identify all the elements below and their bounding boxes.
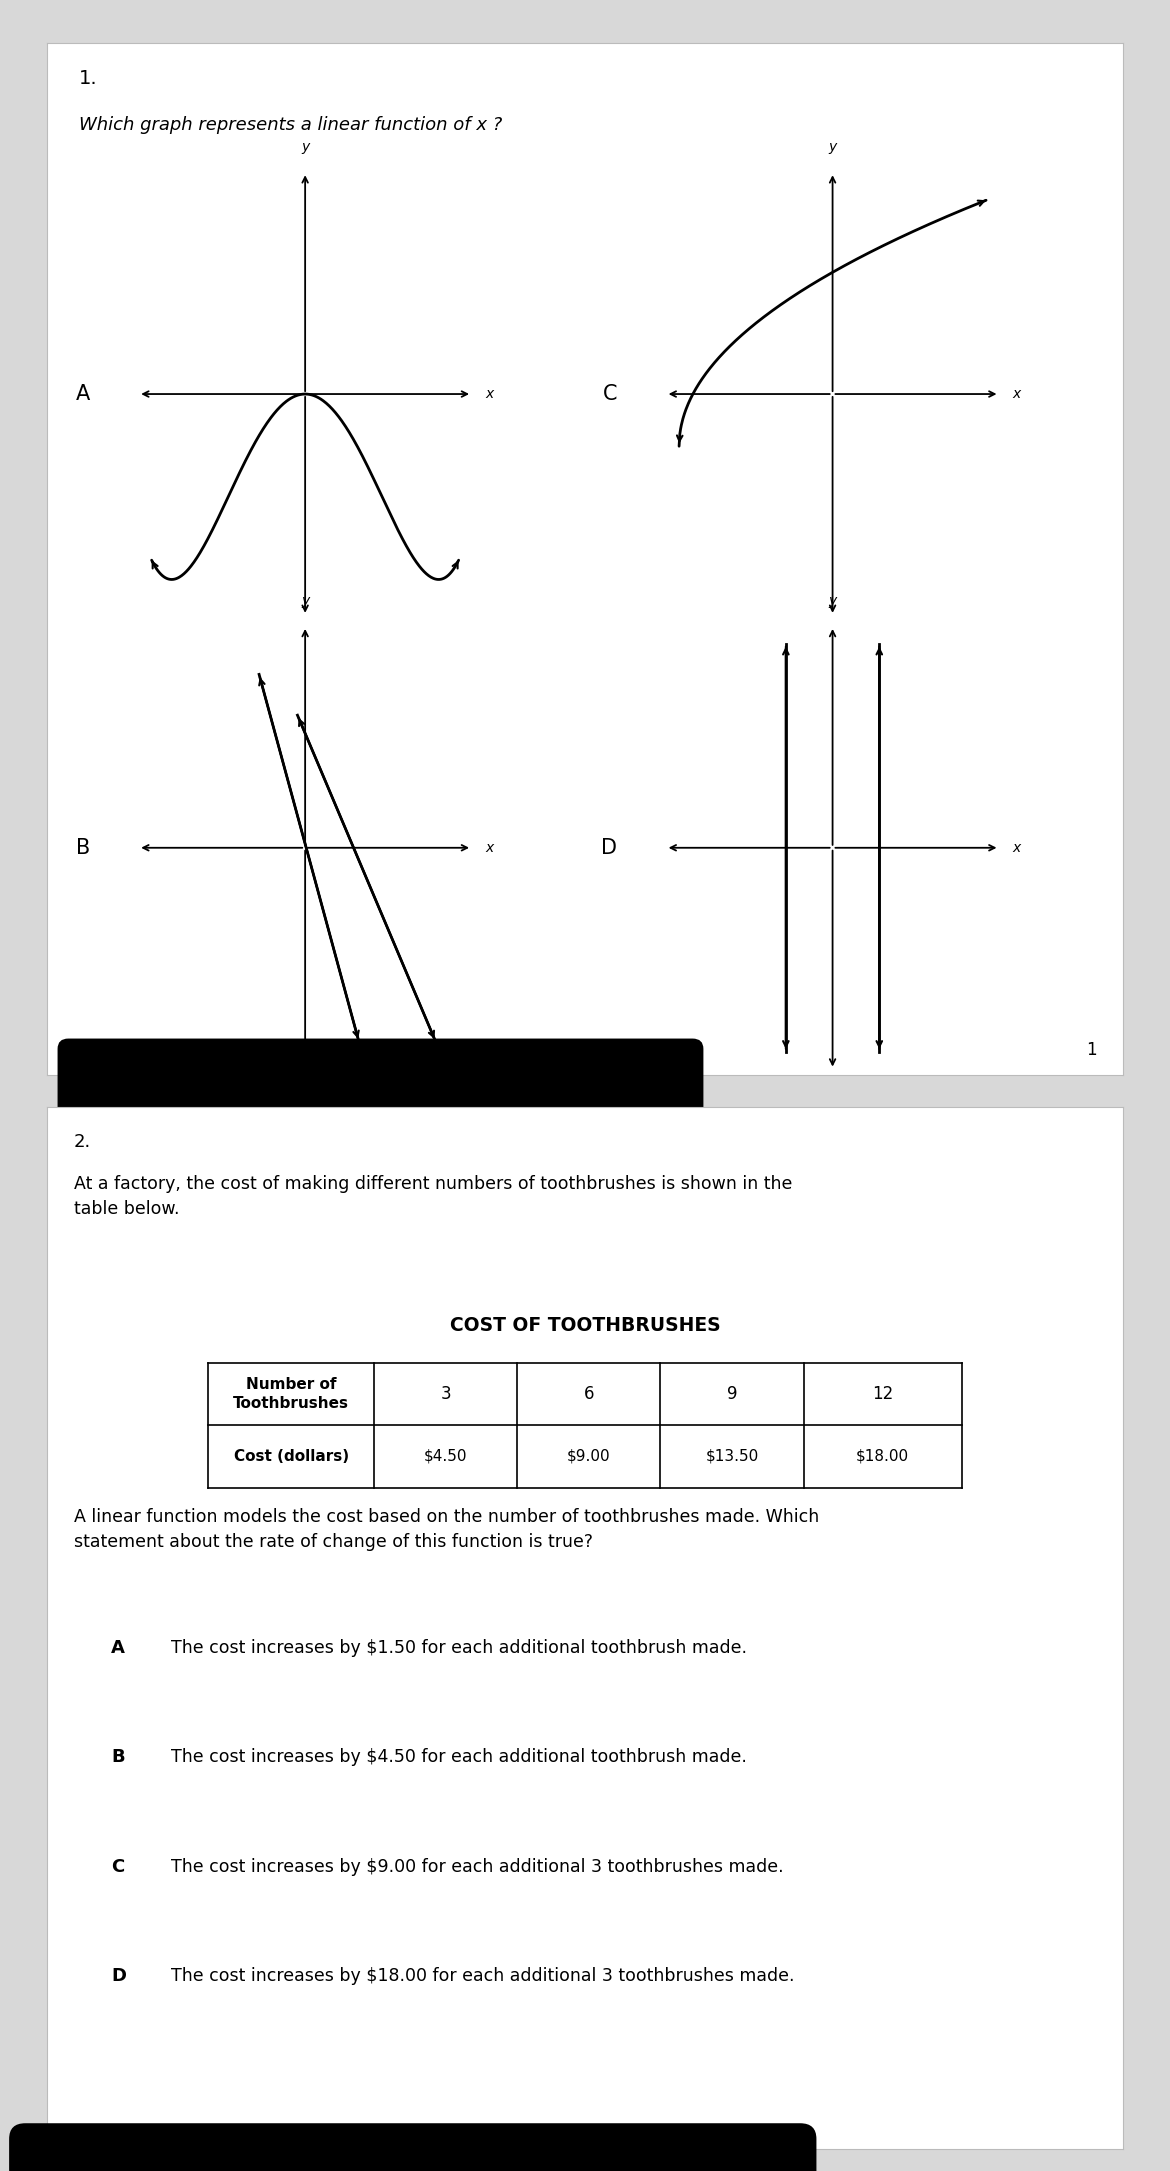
Text: D: D [601,838,618,858]
Text: The cost increases by $1.50 for each additional toothbrush made.: The cost increases by $1.50 for each add… [171,1639,746,1656]
Text: The cost increases by $18.00 for each additional 3 toothbrushes made.: The cost increases by $18.00 for each ad… [171,1967,794,1984]
Text: The cost increases by $4.50 for each additional toothbrush made.: The cost increases by $4.50 for each add… [171,1748,746,1765]
Text: Cost (dollars): Cost (dollars) [234,1448,349,1463]
Text: $4.50: $4.50 [424,1448,467,1463]
Text: A linear function models the cost based on the number of toothbrushes made. Whic: A linear function models the cost based … [74,1509,819,1552]
Text: 2.: 2. [74,1133,91,1151]
Text: 3: 3 [440,1385,450,1402]
Text: B: B [111,1748,125,1765]
Text: x: x [1012,386,1020,402]
Ellipse shape [295,1090,703,1142]
Text: y: y [301,139,309,154]
Text: A: A [111,1639,125,1656]
Text: x: x [484,386,493,402]
Text: 9: 9 [727,1385,737,1402]
FancyBboxPatch shape [9,2123,817,2171]
Text: The cost increases by $9.00 for each additional 3 toothbrushes made.: The cost increases by $9.00 for each add… [171,1858,783,1876]
Text: $18.00: $18.00 [856,1448,909,1463]
Text: Which graph represents a linear function of x ?: Which graph represents a linear function… [80,115,502,135]
Text: D: D [111,1967,126,1984]
Text: COST OF TOOTHBRUSHES: COST OF TOOTHBRUSHES [449,1316,721,1335]
Text: y: y [301,593,309,608]
Text: $13.50: $13.50 [706,1448,758,1463]
Text: 1.: 1. [80,69,98,89]
Text: C: C [111,1858,125,1876]
Text: At a factory, the cost of making different numbers of toothbrushes is shown in t: At a factory, the cost of making differe… [74,1175,792,1218]
Text: A: A [76,384,90,404]
Text: $9.00: $9.00 [567,1448,611,1463]
Text: 6: 6 [584,1385,594,1402]
Text: x: x [1012,840,1020,855]
FancyBboxPatch shape [57,1038,703,1127]
Text: Number of
Toothbrushes: Number of Toothbrushes [233,1376,349,1411]
Text: C: C [603,384,618,404]
Text: B: B [76,838,90,858]
Text: 12: 12 [872,1385,893,1402]
Text: y: y [828,593,837,608]
Text: y: y [828,139,837,154]
Text: 1: 1 [1086,1042,1096,1059]
Text: x: x [484,840,493,855]
